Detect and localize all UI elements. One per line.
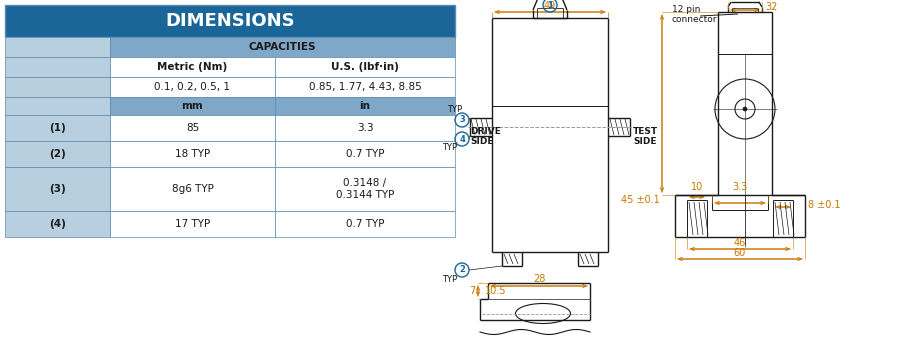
Text: TYP: TYP — [442, 274, 457, 284]
Bar — [110, 115, 275, 141]
Text: 28: 28 — [533, 274, 545, 284]
Text: 3: 3 — [460, 115, 465, 125]
Bar — [5, 211, 110, 237]
Text: CAPACITIES: CAPACITIES — [249, 42, 316, 52]
Text: 1: 1 — [547, 0, 553, 9]
Bar — [275, 97, 455, 115]
Text: (2): (2) — [49, 149, 66, 159]
Text: 10: 10 — [691, 182, 703, 192]
Text: 0.1, 0.2, 0.5, 1: 0.1, 0.2, 0.5, 1 — [154, 82, 231, 92]
Bar — [275, 167, 455, 211]
Text: DIMENSIONS: DIMENSIONS — [165, 12, 295, 30]
Text: 7: 7 — [469, 286, 475, 296]
Text: 85: 85 — [186, 123, 199, 133]
Bar — [5, 5, 455, 37]
Bar — [110, 211, 275, 237]
Text: 45 ±0.1: 45 ±0.1 — [621, 195, 660, 205]
Text: 8 ±0.1: 8 ±0.1 — [808, 200, 841, 210]
Text: in: in — [359, 101, 370, 111]
Text: 18 TYP: 18 TYP — [175, 149, 210, 159]
Text: 0.3148 /
0.3144 TYP: 0.3148 / 0.3144 TYP — [335, 178, 394, 200]
Bar — [5, 57, 110, 77]
Text: 12 pin
connector: 12 pin connector — [672, 5, 718, 24]
Text: 49: 49 — [544, 1, 556, 11]
Text: 2: 2 — [460, 265, 465, 274]
Bar — [110, 167, 275, 211]
Bar — [275, 77, 455, 97]
Bar — [275, 211, 455, 237]
Bar — [5, 115, 110, 141]
Text: mm: mm — [182, 101, 203, 111]
Text: 4: 4 — [460, 135, 465, 143]
Text: U.S. (lbf·in): U.S. (lbf·in) — [331, 62, 399, 72]
Text: TYP: TYP — [442, 143, 457, 152]
Text: TEST
SIDE: TEST SIDE — [633, 127, 658, 146]
Text: Metric (Nm): Metric (Nm) — [157, 62, 228, 72]
Bar — [110, 57, 275, 77]
Text: 46: 46 — [734, 238, 746, 248]
Circle shape — [743, 107, 747, 111]
Bar — [5, 37, 110, 57]
Text: 0.7 TYP: 0.7 TYP — [346, 219, 384, 229]
Text: 8g6 TYP: 8g6 TYP — [172, 184, 213, 194]
Text: (1): (1) — [49, 123, 66, 133]
Text: 0.7 TYP: 0.7 TYP — [346, 149, 384, 159]
Bar — [275, 141, 455, 167]
Bar — [5, 167, 110, 211]
Text: 32: 32 — [765, 2, 777, 12]
Bar — [275, 57, 455, 77]
Bar — [5, 97, 110, 115]
Bar — [5, 141, 110, 167]
Text: (4): (4) — [49, 219, 66, 229]
Bar — [5, 77, 110, 97]
Text: 3.3: 3.3 — [357, 123, 373, 133]
Bar — [110, 97, 275, 115]
Bar — [110, 77, 275, 97]
Text: 0.85, 1.77, 4.43, 8.85: 0.85, 1.77, 4.43, 8.85 — [309, 82, 422, 92]
Bar — [275, 115, 455, 141]
Bar — [110, 37, 455, 57]
Text: 10.5: 10.5 — [485, 286, 506, 296]
Bar — [110, 141, 275, 167]
Text: DRIVE
SIDE: DRIVE SIDE — [470, 127, 501, 146]
Text: 60: 60 — [734, 248, 746, 258]
Text: 17 TYP: 17 TYP — [175, 219, 210, 229]
Text: 3.3: 3.3 — [732, 182, 748, 192]
Text: (3): (3) — [49, 184, 66, 194]
Text: TYP: TYP — [447, 105, 462, 114]
